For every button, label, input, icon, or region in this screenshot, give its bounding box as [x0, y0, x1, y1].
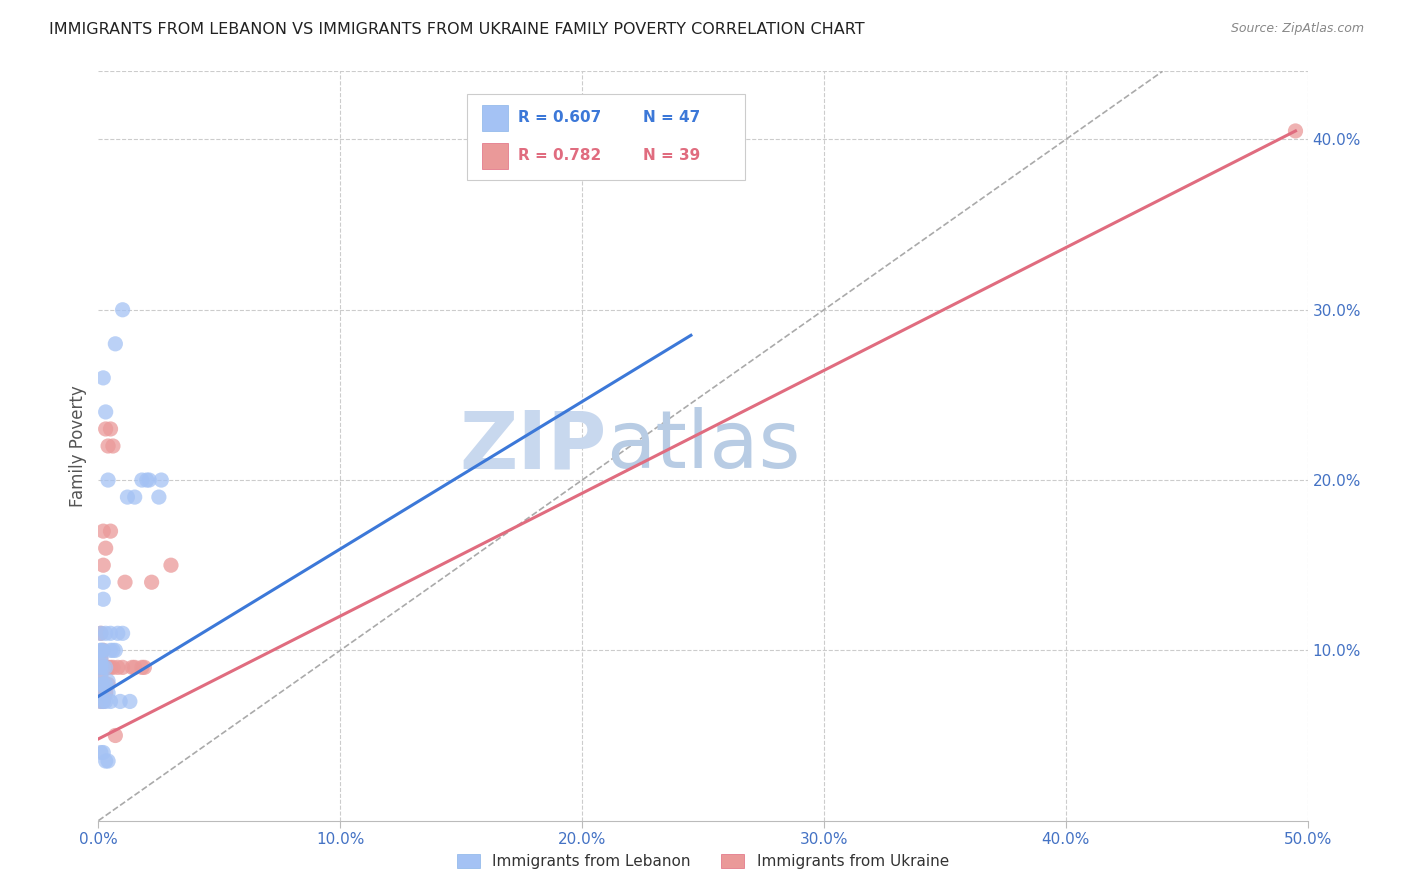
Point	[94, 754, 117, 768]
Text: N = 47: N = 47	[643, 111, 700, 125]
Point	[90, 669, 112, 683]
Point	[94, 694, 117, 708]
Point	[104, 643, 127, 657]
Text: atlas: atlas	[606, 407, 800, 485]
Point	[97, 473, 120, 487]
Point	[101, 643, 124, 657]
Point	[111, 302, 134, 317]
Text: N = 39: N = 39	[643, 148, 700, 162]
Point	[91, 643, 114, 657]
Point	[90, 626, 112, 640]
Point	[135, 473, 157, 487]
Point	[90, 694, 112, 708]
Point	[138, 473, 160, 487]
Point	[94, 660, 117, 674]
Point	[111, 660, 134, 674]
Point	[97, 677, 120, 691]
Point	[91, 746, 114, 760]
Point	[117, 490, 139, 504]
Point	[91, 660, 114, 674]
Point	[107, 626, 129, 640]
Legend: Immigrants from Lebanon, Immigrants from Ukraine: Immigrants from Lebanon, Immigrants from…	[451, 848, 955, 875]
Point	[101, 439, 124, 453]
Point	[90, 677, 112, 691]
Point	[111, 626, 134, 640]
Point	[100, 626, 122, 640]
Text: ZIP: ZIP	[458, 407, 606, 485]
Point	[97, 439, 120, 453]
Point	[94, 541, 117, 556]
Point	[91, 371, 114, 385]
Point	[91, 694, 114, 708]
Text: IMMIGRANTS FROM LEBANON VS IMMIGRANTS FROM UKRAINE FAMILY POVERTY CORRELATION CH: IMMIGRANTS FROM LEBANON VS IMMIGRANTS FR…	[49, 22, 865, 37]
Point	[91, 643, 114, 657]
Point	[100, 660, 122, 674]
Point	[97, 660, 120, 674]
Point	[90, 677, 112, 691]
Point	[90, 626, 112, 640]
FancyBboxPatch shape	[482, 143, 509, 169]
Point	[90, 643, 112, 657]
Point	[100, 422, 122, 436]
Point	[101, 660, 124, 674]
Text: Source: ZipAtlas.com: Source: ZipAtlas.com	[1230, 22, 1364, 36]
Point	[100, 524, 122, 538]
Point	[104, 729, 127, 743]
Point	[100, 694, 122, 708]
Point	[91, 660, 114, 674]
Point	[124, 660, 146, 674]
Point	[94, 677, 117, 691]
Point	[94, 626, 117, 640]
Point	[90, 643, 112, 657]
Point	[134, 660, 156, 674]
Point	[107, 660, 129, 674]
Point	[91, 694, 114, 708]
FancyBboxPatch shape	[482, 105, 509, 131]
Point	[90, 657, 112, 671]
Point	[90, 660, 112, 674]
Point	[90, 686, 112, 700]
Point	[131, 473, 153, 487]
Point	[97, 686, 120, 700]
Point	[90, 652, 112, 666]
Point	[94, 686, 117, 700]
Point	[131, 660, 153, 674]
Point	[100, 643, 122, 657]
Text: R = 0.782: R = 0.782	[517, 148, 602, 162]
Point	[141, 575, 163, 590]
FancyBboxPatch shape	[467, 94, 745, 180]
Point	[91, 677, 114, 691]
Point	[90, 660, 112, 674]
Point	[91, 524, 114, 538]
Point	[94, 660, 117, 674]
Point	[91, 558, 114, 573]
Point	[114, 575, 136, 590]
Point	[1284, 124, 1306, 138]
Point	[124, 490, 146, 504]
Point	[90, 652, 112, 666]
Point	[94, 405, 117, 419]
Point	[160, 558, 183, 573]
Point	[150, 473, 173, 487]
Point	[90, 686, 112, 700]
Point	[91, 592, 114, 607]
Point	[104, 336, 127, 351]
Point	[91, 575, 114, 590]
Point	[97, 673, 120, 688]
Point	[121, 660, 143, 674]
Point	[97, 754, 120, 768]
Point	[90, 694, 112, 708]
Text: R = 0.607: R = 0.607	[517, 111, 602, 125]
Point	[118, 694, 141, 708]
Point	[94, 422, 117, 436]
Point	[90, 746, 112, 760]
Y-axis label: Family Poverty: Family Poverty	[69, 385, 87, 507]
Point	[90, 669, 112, 683]
Point	[91, 677, 114, 691]
Point	[108, 694, 131, 708]
Point	[148, 490, 170, 504]
